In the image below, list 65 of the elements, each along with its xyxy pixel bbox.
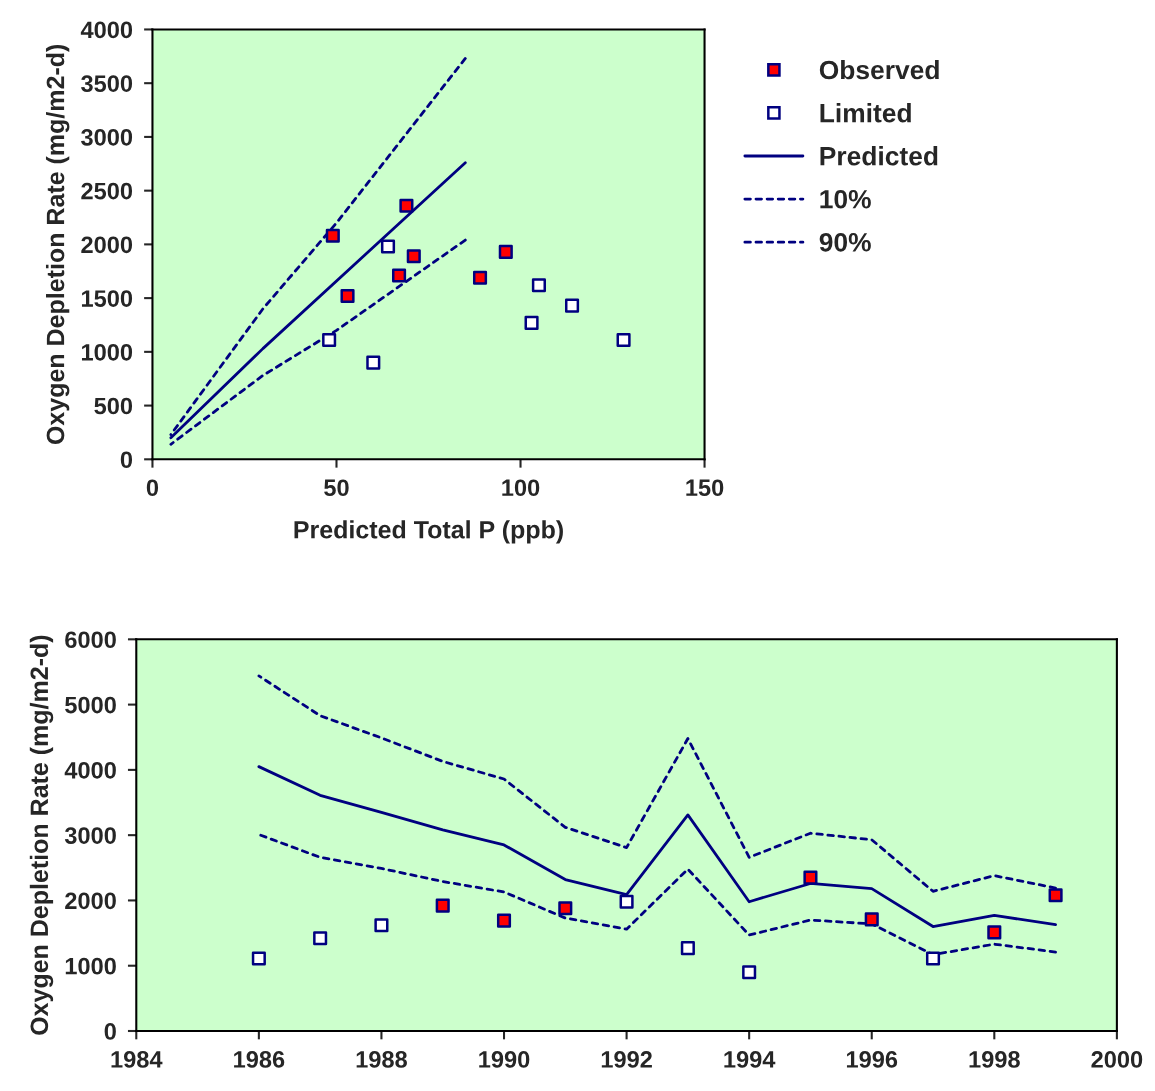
x-tick-label: 100 [502,479,540,497]
x-tick-label: 1998 [969,1051,1020,1068]
point [399,198,414,213]
point [864,912,879,927]
y-tick-label: 3000 [81,128,133,146]
legend-label: 90% [819,232,871,252]
x-axis-title: Predicted Total P (ppb) [294,520,563,544]
y-tick-label: 500 [94,397,133,415]
point [680,941,695,956]
y-tick-label: 3000 [64,827,116,844]
x-tick-label: 1990 [479,1051,530,1068]
y-axis-title: Oxygen Depletion Rate (mg/m2-d) [45,44,70,445]
point [251,951,266,966]
point [925,951,941,966]
y-tick-label: 0 [120,451,133,469]
y-tick-label: 1000 [81,343,133,361]
x-tick-label: 1988 [356,1051,407,1068]
x-tick-label: 1994 [724,1051,776,1068]
legend-label: 10% [820,189,871,209]
point [392,268,407,283]
y-tick-label: 4000 [80,21,133,39]
point [1048,888,1063,903]
y-tick-label: 2500 [81,182,133,200]
y-tick-label: 6000 [65,631,116,649]
point [564,298,580,313]
x-tick-label: 150 [686,479,724,497]
x-tick-label: 1986 [234,1051,285,1068]
x-tick-label: 1992 [601,1051,652,1068]
x-tick-label: 2000 [1091,1051,1143,1068]
legend-label: Observed [819,59,939,80]
y-tick-label: 1500 [81,290,133,307]
x-tick-label: 1996 [846,1051,898,1068]
x-tick-label: 50 [324,479,349,497]
point [406,249,421,264]
point [987,925,1002,940]
point [531,278,546,293]
point [616,332,631,348]
x-tick-label: 1984 [111,1051,163,1068]
legend-label: Limited [820,103,911,123]
y-tick-label: 1000 [65,957,116,975]
point [619,894,634,909]
y-tick-label: 3500 [81,75,133,93]
point [435,898,450,913]
point [496,913,512,928]
point [742,965,757,980]
point [325,228,340,243]
x-tick-label: 0 [146,479,159,497]
point [803,870,818,885]
point [366,355,381,370]
y-tick-label: 5000 [65,696,116,714]
point [558,901,573,916]
point [340,288,355,304]
point [472,270,488,285]
y-tick-label: 0 [104,1023,116,1040]
point [322,332,337,348]
y-tick-label: 2000 [65,892,116,910]
point [498,244,513,259]
y-tick-label: 2000 [81,236,133,254]
y-tick-label: 4000 [64,761,116,779]
y-axis-title: Oxygen Depletion Rate (mg/m2-d) [29,635,54,1035]
point [380,239,396,254]
legend-label: Predicted [820,146,938,166]
point [374,918,389,933]
point [313,931,328,946]
point [524,315,539,330]
